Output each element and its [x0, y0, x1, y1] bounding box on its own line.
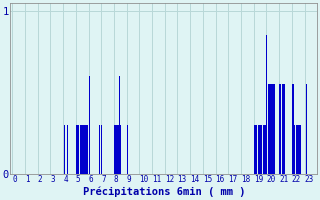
Bar — [119, 76, 120, 174]
Bar — [64, 125, 66, 174]
X-axis label: Précipitations 6min ( mm ): Précipitations 6min ( mm ) — [83, 187, 245, 197]
Bar — [81, 125, 82, 174]
Bar — [254, 125, 255, 174]
Bar — [115, 125, 116, 174]
Bar — [292, 84, 293, 174]
Bar — [77, 125, 78, 174]
Bar — [265, 125, 266, 174]
Bar — [114, 125, 115, 174]
Bar — [294, 125, 295, 174]
Bar — [99, 125, 100, 174]
Bar — [78, 125, 79, 174]
Bar — [298, 125, 299, 174]
Bar — [282, 84, 283, 174]
Bar — [279, 84, 280, 174]
Bar — [118, 125, 119, 174]
Bar — [293, 84, 294, 174]
Bar — [120, 125, 121, 174]
Bar — [268, 84, 269, 174]
Bar — [258, 125, 259, 174]
Bar — [270, 84, 271, 174]
Bar — [259, 125, 260, 174]
Bar — [116, 125, 117, 174]
Bar — [85, 125, 86, 174]
Bar — [67, 125, 68, 174]
Bar — [76, 125, 77, 174]
Bar — [280, 84, 282, 174]
Bar — [297, 125, 298, 174]
Bar — [260, 125, 261, 174]
Bar — [267, 35, 268, 174]
Bar — [271, 84, 273, 174]
Bar — [306, 84, 307, 174]
Bar — [89, 76, 90, 174]
Bar — [101, 125, 102, 174]
Bar — [264, 125, 265, 174]
Bar — [82, 125, 83, 174]
Bar — [273, 84, 274, 174]
Bar — [274, 84, 275, 174]
Bar — [80, 125, 81, 174]
Bar — [269, 84, 270, 174]
Bar — [296, 125, 297, 174]
Bar — [87, 125, 88, 174]
Bar — [284, 84, 285, 174]
Bar — [255, 125, 256, 174]
Bar — [283, 84, 284, 174]
Bar — [263, 125, 264, 174]
Bar — [127, 125, 128, 174]
Bar — [86, 125, 87, 174]
Bar — [261, 125, 262, 174]
Bar — [256, 125, 257, 174]
